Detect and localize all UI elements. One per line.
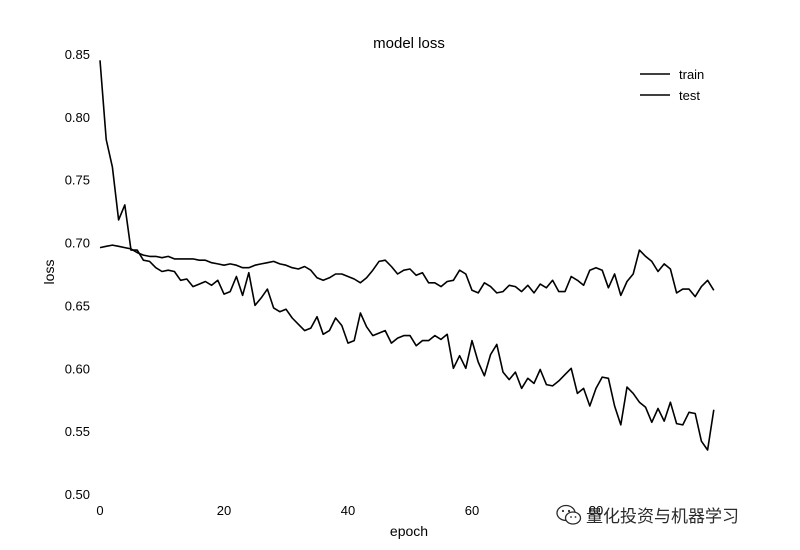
y-tick-label: 0.55 [65,424,90,439]
y-tick-label: 0.50 [65,487,90,502]
x-tick-label: 0 [96,503,103,518]
legend: train test [640,67,704,103]
series-line-test [99,244,715,298]
x-axis-ticks: 0 20 40 60 80 [96,503,603,518]
wechat-icon [556,504,582,525]
legend-label-train: train [679,67,704,82]
y-tick-label: 0.75 [65,173,90,188]
watermark: 量化投资与机器学习 [556,502,739,527]
series-layer [99,60,715,451]
series-line-train [99,60,715,451]
watermark-text: 量化投资与机器学习 [586,507,739,527]
y-tick-label: 0.70 [65,236,90,251]
y-axis-label: loss [41,260,57,285]
chart-title: model loss [373,35,445,52]
y-tick-label: 0.65 [65,298,90,313]
x-tick-label: 80 [589,503,603,518]
y-tick-label: 0.85 [65,47,90,62]
x-tick-label: 20 [217,503,231,518]
y-tick-label: 0.60 [65,361,90,376]
x-tick-label: 60 [465,503,479,518]
legend-label-test: test [679,88,700,103]
y-axis-ticks: 0.50 0.55 0.60 0.65 0.70 0.75 0.80 0.85 [65,47,90,502]
x-axis-label: epoch [390,523,428,539]
x-tick-label: 40 [341,503,355,518]
y-tick-label: 0.80 [65,110,90,125]
